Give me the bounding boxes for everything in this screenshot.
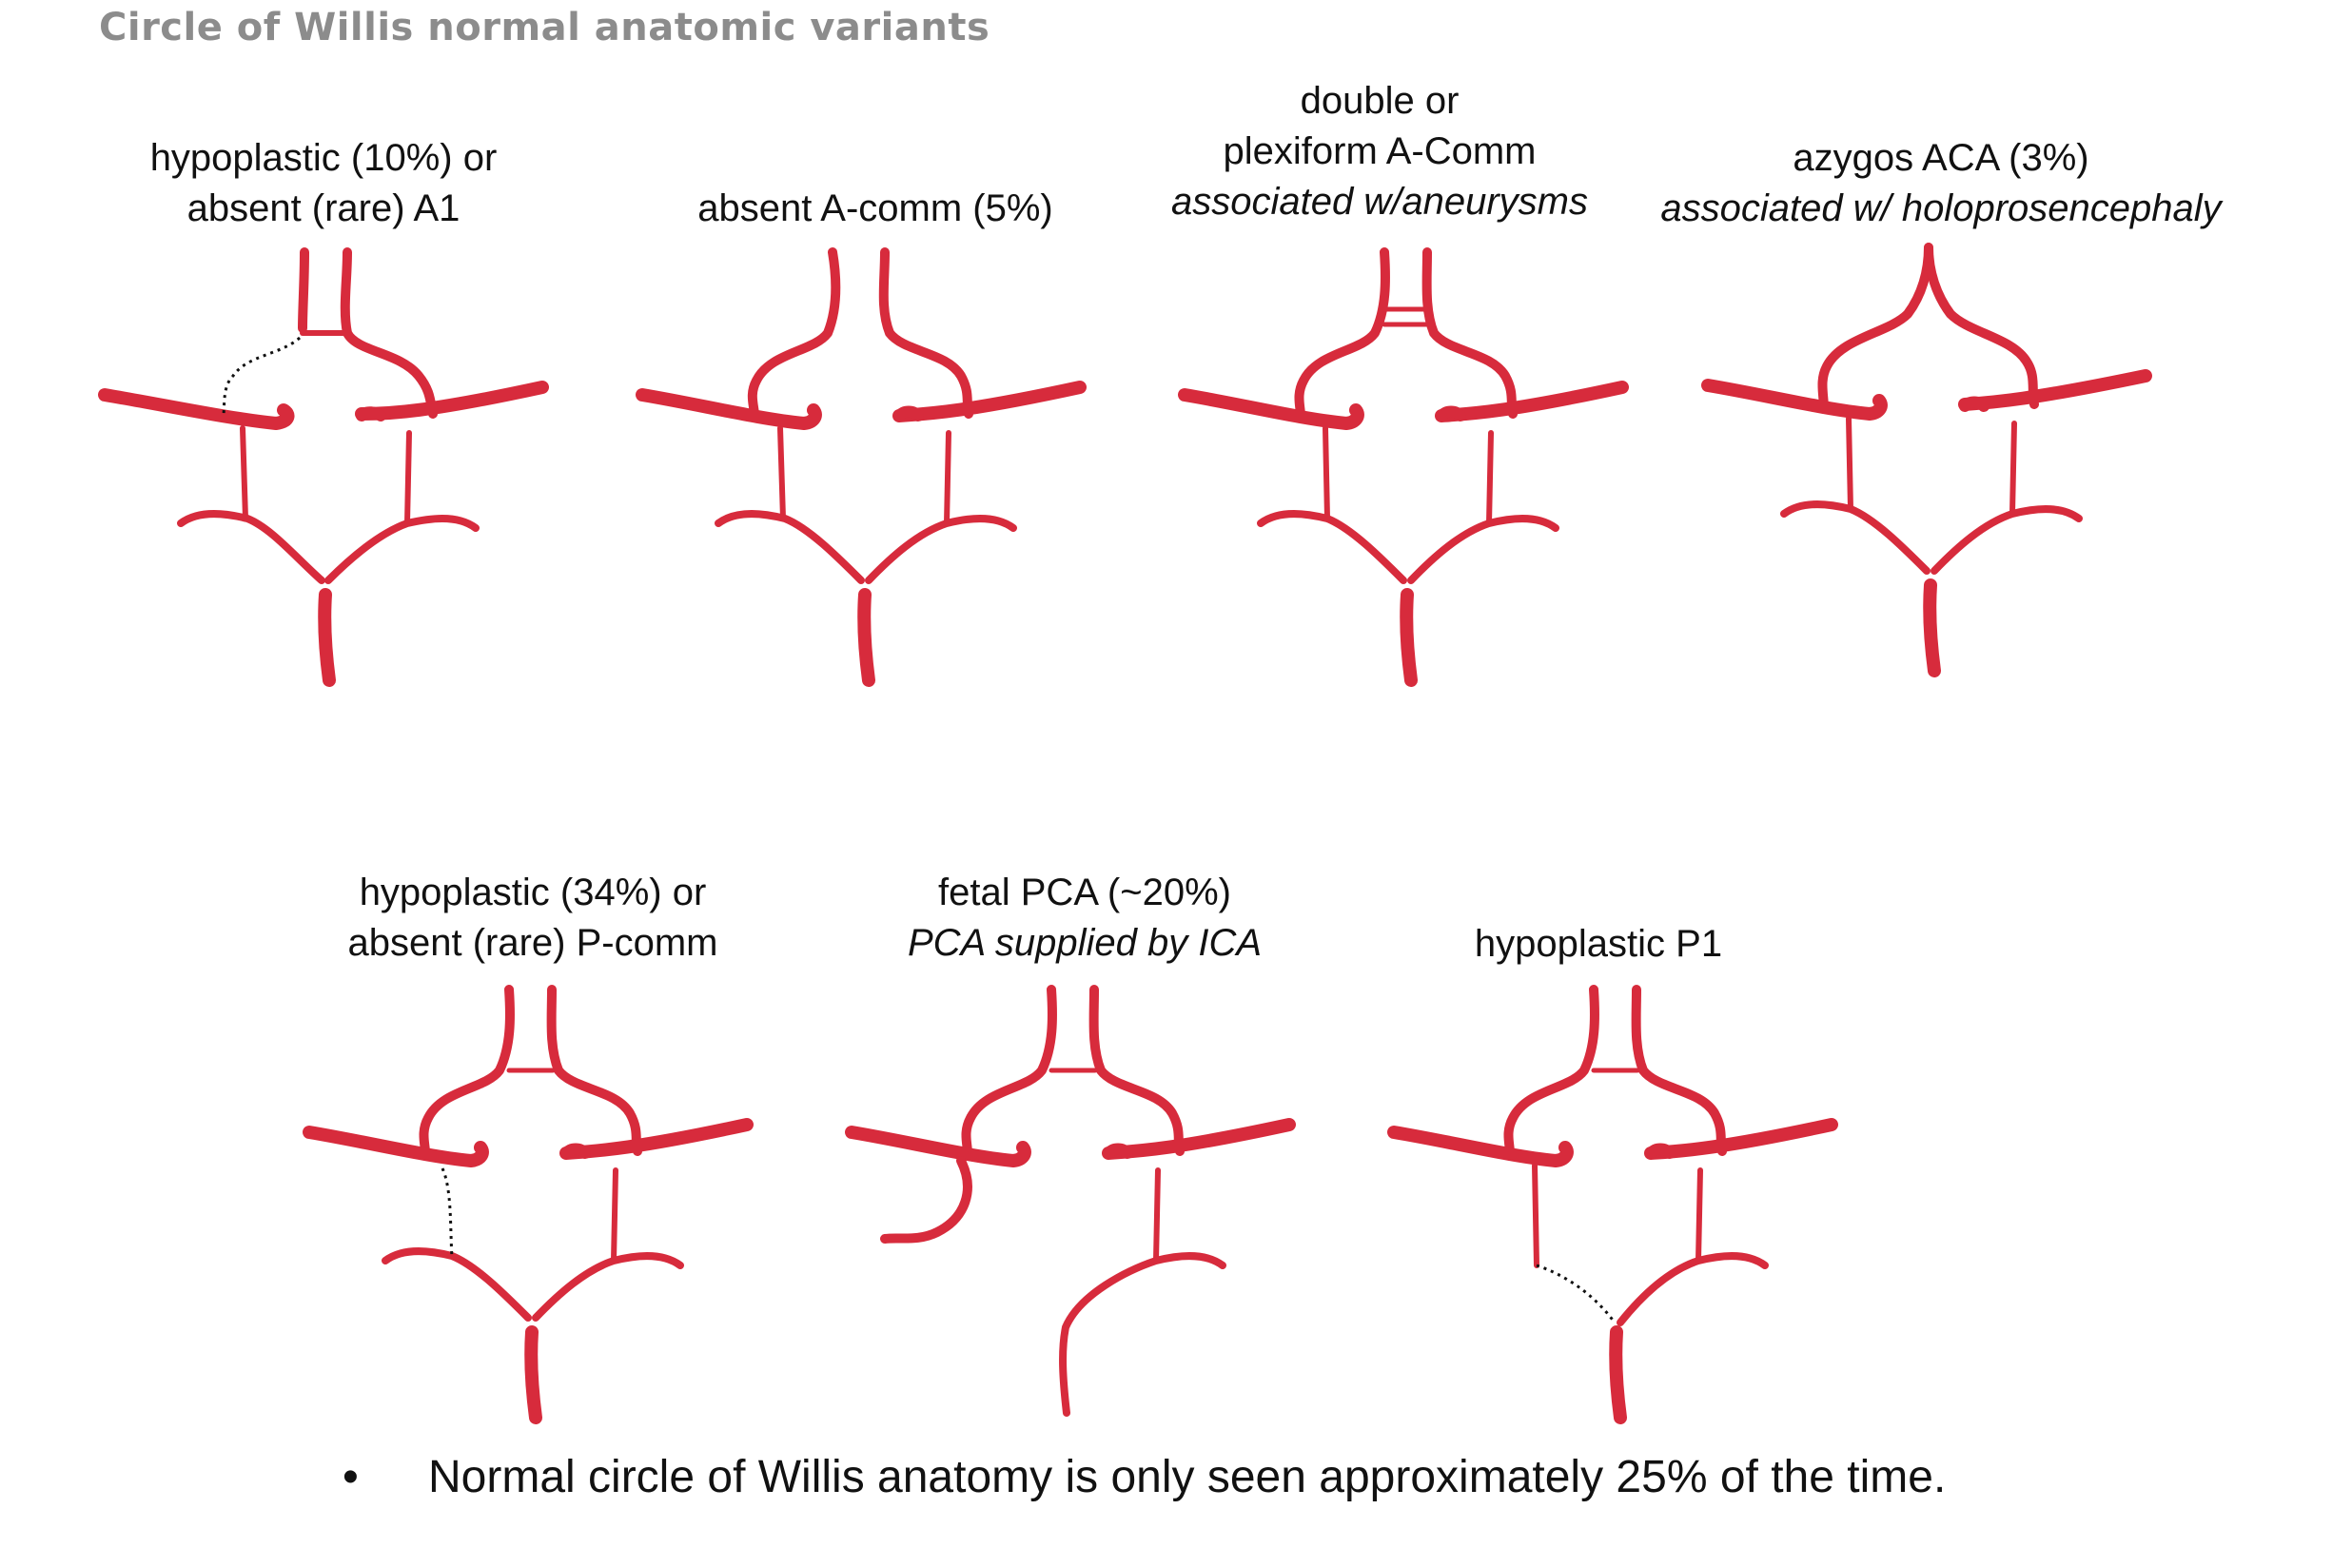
dotted-hypoplastic-p1 (1536, 1264, 1617, 1323)
variant-label-absent-acomm: absent A-comm (5%) (697, 187, 1053, 229)
diagram-azygos-aca (1701, 243, 2152, 677)
variant-label-pcomm: hypoplastic (34%) or absent (rare) P-com… (347, 872, 718, 964)
variant-label-fetal-pca: fetal PCA (~20%) PCA supplied by ICA (907, 872, 1263, 964)
variant-label-absent-a1: hypoplastic (10%) or absent (rare) A1 (149, 137, 498, 229)
pca-left (177, 510, 325, 584)
variant-label-double-acomm: double or plexiform A-Comm associated w/… (1171, 80, 1588, 223)
variant-label-azygos-aca: azygos ACA (3%) associated w/ holoprosen… (1660, 137, 2222, 229)
footnote: • Normal circle of Willis anatomy is only… (343, 1451, 1946, 1503)
basilar (318, 588, 336, 687)
ica-right (356, 406, 386, 421)
aca-left (298, 247, 309, 333)
mca-left (98, 388, 295, 430)
aca-right (340, 247, 438, 419)
diagram-absent-acomm (636, 247, 1087, 687)
fetal-pca-left (880, 1156, 972, 1244)
diagram-pcomm (303, 985, 754, 1424)
footnote-text: Normal circle of Willis anatomy is only … (428, 1452, 1947, 1502)
diagram-hypoplastic-p1 (1387, 985, 1838, 1424)
diagram-fetal-pca (845, 985, 1296, 1417)
mca-right (355, 381, 549, 421)
diagram-double-acomm (1178, 247, 1629, 687)
dotted-absent-pcomm (441, 1167, 454, 1259)
variant-label-hypoplastic-p1: hypoplastic P1 (1474, 923, 1723, 965)
pcomm-right (404, 430, 412, 526)
pca-right (324, 515, 480, 584)
bullet: • (343, 1452, 359, 1502)
diagram-absent-a1 (98, 247, 549, 687)
pcomm-left (240, 425, 248, 521)
dotted-absent-a1 (222, 336, 302, 417)
page-title: Circle of Willis normal anatomic variant… (99, 6, 990, 49)
